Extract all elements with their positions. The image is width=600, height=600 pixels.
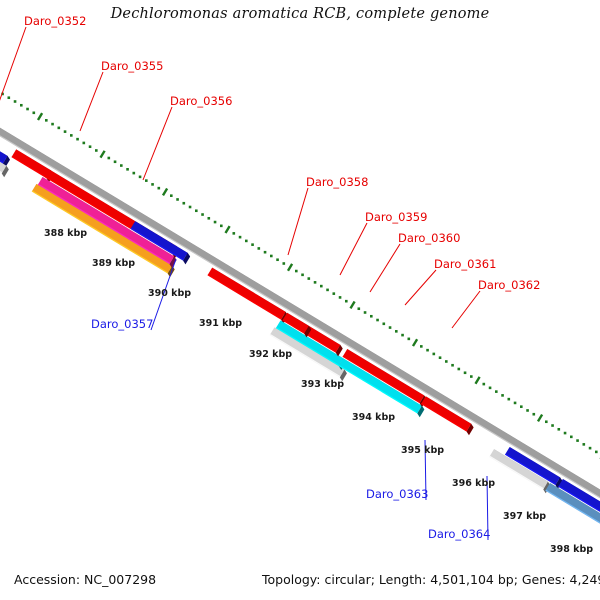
gene-label-daro_0356[interactable]: Daro_0356 — [170, 94, 233, 108]
gene-feature-Daro_0359-cyan[interactable] — [275, 320, 346, 370]
gene-feature-Daro_0361-cyan[interactable] — [338, 358, 425, 418]
gene-feature-Daro_0363-blue[interactable] — [504, 446, 563, 489]
topology-text: Topology: circular; Length: 4,501,104 bp… — [262, 572, 600, 587]
gene-feature-Daro_0361-red[interactable] — [342, 349, 427, 407]
gene-label-daro_0358[interactable]: Daro_0358 — [306, 175, 369, 189]
gene-label-daro_0355[interactable]: Daro_0355 — [101, 59, 164, 73]
gene-feature-grey-gene-right[interactable] — [489, 449, 551, 494]
gene-feature-Daro_0357[interactable] — [130, 221, 191, 265]
gene-feature-blue-gene-left-b[interactable] — [0, 137, 10, 168]
scale-label-391-kbp: 391 kbp — [199, 318, 243, 329]
gene-feature-blue-gene-right-a[interactable] — [558, 479, 600, 528]
scale-label-394-kbp: 394 kbp — [352, 412, 396, 423]
gene-feature-Daro_0356-orange[interactable] — [31, 183, 175, 278]
scale-label-398-kbp: 398 kbp — [550, 544, 594, 555]
scale-label-390-kbp: 390 kbp — [148, 288, 192, 299]
gene-feature-Daro_0355[interactable] — [11, 149, 54, 183]
gene-feature-Daro_0362-red[interactable] — [420, 396, 474, 436]
gene-label-daro_0361[interactable]: Daro_0361 — [434, 257, 497, 271]
scale-label-395-kbp: 395 kbp — [401, 445, 445, 456]
gene-label-daro_0360[interactable]: Daro_0360 — [398, 231, 461, 245]
gene-feature-Daro_0360-stub[interactable] — [292, 319, 312, 338]
gene-feature-grey-gene-left[interactable] — [0, 142, 9, 178]
scale-label-388-kbp: 388 kbp — [44, 228, 88, 239]
label-leader-lines — [0, 26, 489, 541]
gene-feature-Daro_0356-magenta[interactable] — [37, 176, 177, 268]
gene-label-daro_0362[interactable]: Daro_0362 — [478, 278, 541, 292]
gene-label-daro_0364[interactable]: Daro_0364 — [428, 527, 491, 541]
accession-text: Accession: NC_007298 — [14, 572, 157, 587]
page-title: Dechloromonas aromatica RCB, complete ge… — [110, 6, 490, 22]
scale-label-397-kbp: 397 kbp — [503, 511, 547, 522]
gene-feature-Daro_0359-grey[interactable] — [269, 327, 347, 382]
genome-backbone[interactable] — [0, 105, 600, 537]
scale-label-396-kbp: 396 kbp — [452, 478, 496, 489]
scale-label-392-kbp: 392 kbp — [249, 349, 293, 360]
status-bar: Accession: NC_007298 Topology: circular;… — [0, 564, 600, 600]
gene-feature-Daro_0364-steel[interactable] — [545, 482, 600, 538]
gene-label-daro_0363[interactable]: Daro_0363 — [366, 487, 429, 501]
gene-label-daro_0359[interactable]: Daro_0359 — [365, 210, 428, 224]
scale-label-389-kbp: 389 kbp — [92, 258, 136, 269]
gene-label-daro_0357[interactable]: Daro_0357 — [91, 317, 154, 331]
genome-map-canvas[interactable] — [0, 0, 600, 560]
genome-map-graphics — [0, 26, 600, 541]
scale-tick-marks — [1, 92, 600, 459]
scale-label-393-kbp: 393 kbp — [301, 379, 345, 390]
gene-feature-Daro_0358[interactable] — [207, 267, 289, 324]
gene-label-daro_0352[interactable]: Daro_0352 — [24, 14, 87, 28]
